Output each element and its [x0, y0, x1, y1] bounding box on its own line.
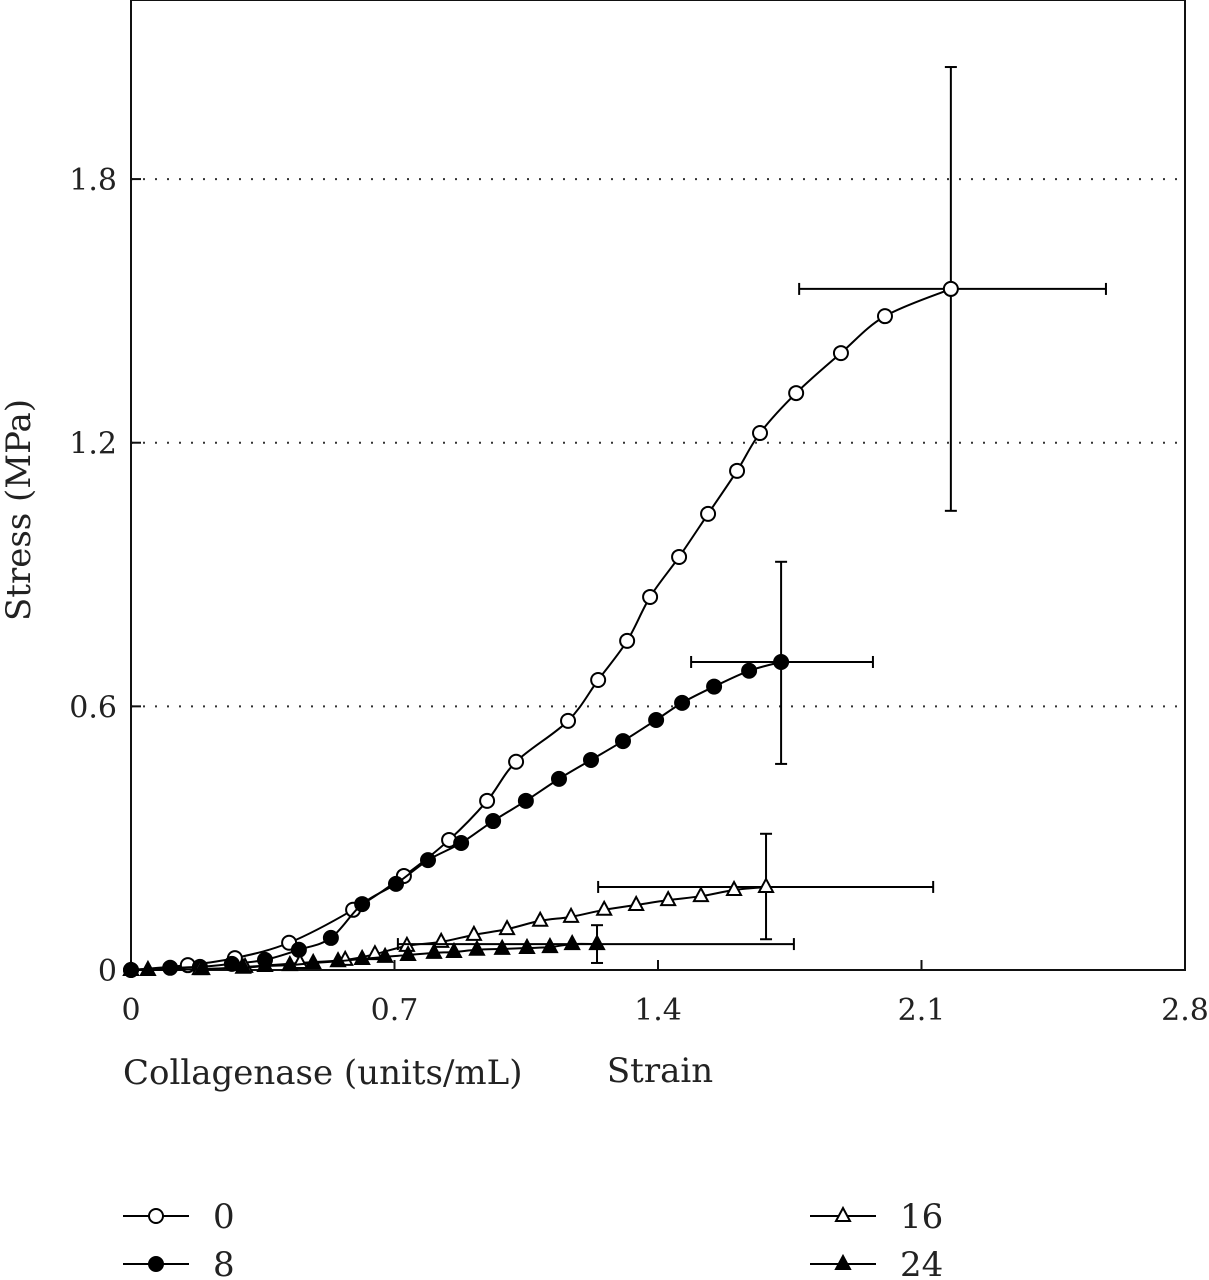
data-point	[376, 946, 394, 963]
x-axis-label: Strain	[607, 1051, 713, 1091]
data-point	[590, 671, 607, 688]
data-point	[788, 385, 805, 402]
legend-item-8: 8	[123, 1245, 235, 1280]
data-point	[329, 951, 347, 968]
data-point	[648, 711, 665, 728]
data-point	[595, 899, 613, 916]
series-24	[122, 924, 795, 976]
data-point	[942, 280, 959, 297]
data-point	[445, 941, 463, 958]
data-point	[674, 694, 691, 711]
data-point	[256, 955, 274, 973]
legend-label: 0	[213, 1197, 235, 1237]
y-tick-label: 1.8	[69, 163, 117, 198]
data-point	[234, 957, 252, 974]
x-tick-label: 2.1	[898, 993, 946, 1028]
data-point	[366, 944, 384, 961]
y-tick-label: 1.2	[69, 427, 117, 462]
data-point	[562, 906, 580, 923]
data-point	[642, 588, 659, 605]
series-line	[130, 288, 952, 971]
x-tick-label: 0	[121, 993, 140, 1028]
series-layer	[122, 66, 1107, 978]
data-point	[659, 890, 677, 907]
data-point	[122, 959, 140, 976]
data-point	[588, 933, 606, 951]
data-point	[508, 753, 525, 770]
data-point	[671, 548, 688, 565]
y-tick-label: 0	[98, 954, 117, 989]
legend-marker	[834, 1253, 852, 1270]
data-point	[485, 813, 502, 830]
x-tick-label: 2.8	[1161, 993, 1209, 1028]
data-point	[550, 770, 567, 787]
data-point	[706, 678, 723, 695]
data-point	[425, 942, 443, 959]
data-point	[729, 462, 746, 479]
data-point	[193, 959, 211, 976]
data-point	[563, 933, 581, 951]
data-point	[832, 345, 849, 362]
data-point	[627, 894, 645, 911]
data-point	[531, 910, 549, 927]
data-point	[582, 751, 599, 768]
data-point	[752, 425, 769, 442]
data-point	[518, 937, 536, 955]
data-point	[139, 959, 157, 976]
data-point	[741, 662, 758, 679]
data-point	[517, 792, 534, 809]
y-axis-label: Stress (MPa)	[0, 399, 39, 621]
x-tick-label: 0.7	[371, 993, 419, 1028]
data-point	[619, 632, 636, 649]
data-point	[541, 937, 559, 954]
series-8	[123, 560, 874, 978]
data-point	[773, 653, 790, 670]
legend-item-16: 16	[810, 1197, 943, 1237]
legend-title: Collagenase (units/mL)	[123, 1053, 523, 1093]
data-point	[353, 948, 371, 966]
data-point	[560, 712, 577, 729]
data-point	[322, 929, 339, 946]
data-point	[700, 505, 717, 522]
y-tick-label: 0.6	[69, 690, 117, 725]
data-point	[465, 924, 483, 941]
data-point	[692, 886, 710, 903]
axis-ticks: 0 0.6 1.2 1.8 0 0.7 1.4 2.1 2.8	[69, 163, 1209, 1028]
data-point	[290, 941, 307, 958]
legend-item-24: 24	[810, 1245, 943, 1280]
data-point	[876, 308, 893, 325]
legend-item-0: 0	[123, 1197, 235, 1237]
data-point	[162, 959, 179, 976]
x-tick-label: 1.4	[634, 993, 682, 1028]
data-point	[493, 938, 511, 955]
legend-marker	[834, 1205, 852, 1222]
data-point	[468, 939, 486, 956]
legend-marker	[148, 1256, 164, 1272]
plot-frame	[130, 0, 1186, 971]
legend-label: 8	[213, 1245, 235, 1280]
data-point	[725, 879, 743, 897]
data-point	[479, 792, 496, 809]
data-point	[281, 955, 299, 972]
series-0	[123, 66, 1107, 978]
series-16	[122, 832, 935, 976]
data-point	[304, 952, 322, 969]
data-point	[354, 896, 371, 913]
legend-marker	[148, 1208, 164, 1224]
data-point	[388, 875, 405, 892]
data-point	[614, 733, 631, 750]
data-point	[498, 919, 516, 936]
legend-label: 16	[900, 1197, 943, 1237]
data-point	[757, 876, 775, 893]
legend: 0 8 16 24	[123, 1197, 943, 1280]
data-point	[453, 835, 470, 852]
data-point	[420, 852, 437, 869]
gridlines	[131, 178, 1185, 708]
data-point	[399, 944, 417, 962]
legend-label: 24	[900, 1245, 943, 1280]
